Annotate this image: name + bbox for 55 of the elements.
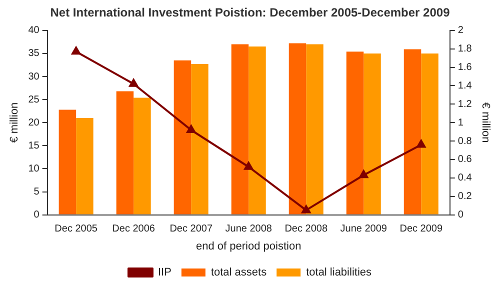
point (129, 78, 138, 87)
y2-tick-label: 0.8 (458, 136, 472, 147)
point (302, 205, 311, 214)
x-tick-label: Dec 2009 (400, 224, 443, 235)
bar (174, 60, 192, 214)
bar (421, 53, 438, 214)
y2-tick-label: 1 (458, 117, 464, 128)
point (72, 46, 81, 55)
bar (231, 44, 249, 214)
x-tick-label: Dec 2005 (54, 224, 98, 235)
y-axis-title: € million (8, 102, 21, 143)
x-axis-title: end of period poistion (196, 240, 302, 252)
y2-tick-label: 1.6 (458, 62, 472, 74)
chart-title: Net International Investment Poistion: December 2005-December 2009 (50, 6, 450, 20)
x-tick-label: Dec 2007 (170, 224, 213, 235)
legend-label: total liabilities (306, 266, 372, 279)
y-tick-label: 0 (34, 210, 40, 221)
y-tick-label: 15 (28, 140, 40, 152)
bar (58, 110, 76, 214)
x-tick-label: June 2009 (340, 224, 388, 235)
y2-axis-title: € million (479, 102, 492, 143)
bar (364, 53, 381, 214)
y-tick-label: 40 (28, 25, 40, 36)
bar (288, 43, 306, 214)
y-tick-label: 20 (28, 117, 40, 128)
y-tick-label: 10 (28, 163, 40, 174)
y-tick-label: 5 (34, 186, 40, 198)
point (416, 140, 426, 148)
bar (116, 91, 134, 214)
legend-label: IIP (158, 266, 172, 279)
y2-tick-label: 0 (458, 210, 464, 221)
legend-label: total assets (210, 266, 268, 279)
y2-tick-label: 2 (458, 25, 464, 36)
y-tick-label: 35 (28, 48, 40, 60)
bar (134, 98, 151, 214)
bar (248, 46, 266, 214)
bar (191, 64, 208, 214)
y2-tick-label: 0.4 (458, 172, 472, 184)
point (186, 124, 196, 133)
y-tick-label: 30 (28, 71, 40, 82)
point (244, 162, 254, 170)
bar (306, 44, 324, 214)
y2-tick-label: 0.6 (458, 154, 472, 166)
x-tick-label: June 2008 (225, 224, 272, 235)
y2-tick-label: 0.2 (458, 191, 472, 202)
y2-tick-label: 1.2 (458, 98, 472, 110)
y-tick-label: 25 (28, 94, 40, 106)
y2-tick-label: 1.4 (458, 80, 472, 92)
x-tick-label: Dec 2006 (112, 224, 156, 235)
bar (346, 52, 364, 214)
bar (76, 118, 94, 214)
x-tick-label: Dec 2008 (284, 224, 328, 235)
bar (404, 49, 422, 214)
y2-tick-label: 1.8 (458, 44, 472, 55)
point (359, 170, 368, 178)
